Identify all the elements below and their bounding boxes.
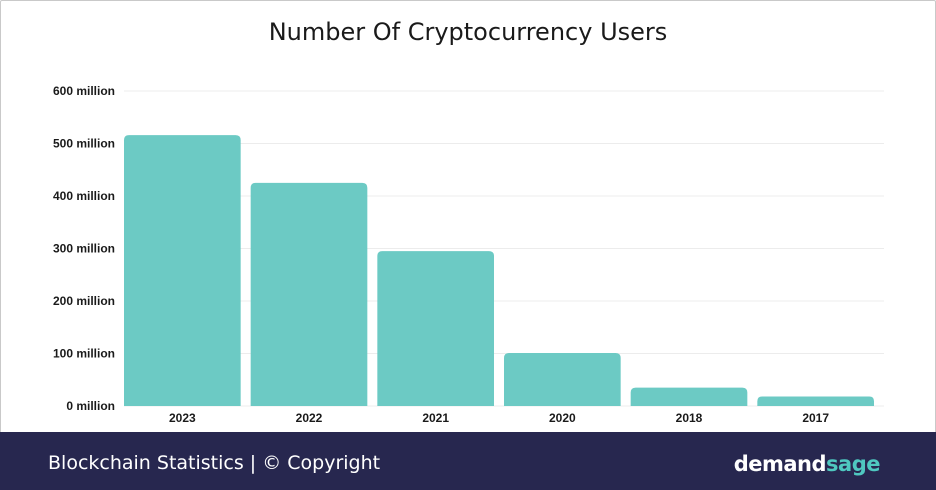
x-tick-label: 2021 [422, 411, 449, 425]
x-tick-label: 2017 [802, 411, 829, 425]
brand-logo-part1: demand [733, 452, 827, 476]
brand-logo-part2: sage [826, 452, 880, 476]
y-tick-label: 400 million [53, 189, 115, 203]
x-tick-label: 2022 [296, 411, 323, 425]
y-tick-label: 300 million [53, 242, 115, 256]
bar-2021 [377, 251, 494, 406]
chart-title: Number Of Cryptocurrency Users [268, 18, 668, 46]
y-tick-label: 0 million [66, 399, 115, 413]
brand-logo: demandsage [733, 452, 881, 476]
x-tick-label: 2023 [169, 411, 196, 425]
footer-bar: Blockchain Statistics | © Copyright dema… [0, 432, 936, 490]
bar-chart: 0 million 100 million 200 million 300 milli… [53, 84, 884, 425]
x-tick-labels: 2023 2022 2021 2020 2018 2017 [169, 411, 829, 425]
y-tick-label: 200 million [53, 294, 115, 308]
y-tick-label: 600 million [53, 84, 115, 98]
footer-caption: Blockchain Statistics | © Copyright [48, 452, 381, 474]
y-tick-labels: 0 million 100 million 200 million 300 milli… [53, 84, 115, 413]
bar-2023 [124, 135, 241, 406]
bar-2020 [504, 352, 621, 406]
y-tick-label: 100 million [53, 347, 115, 361]
x-tick-label: 2018 [676, 411, 703, 425]
bar-2017 [757, 396, 874, 406]
bar-2022 [250, 182, 368, 406]
bar-2018 [630, 387, 748, 406]
bars [124, 135, 874, 406]
y-tick-label: 500 million [53, 137, 115, 151]
x-tick-label: 2020 [549, 411, 576, 425]
